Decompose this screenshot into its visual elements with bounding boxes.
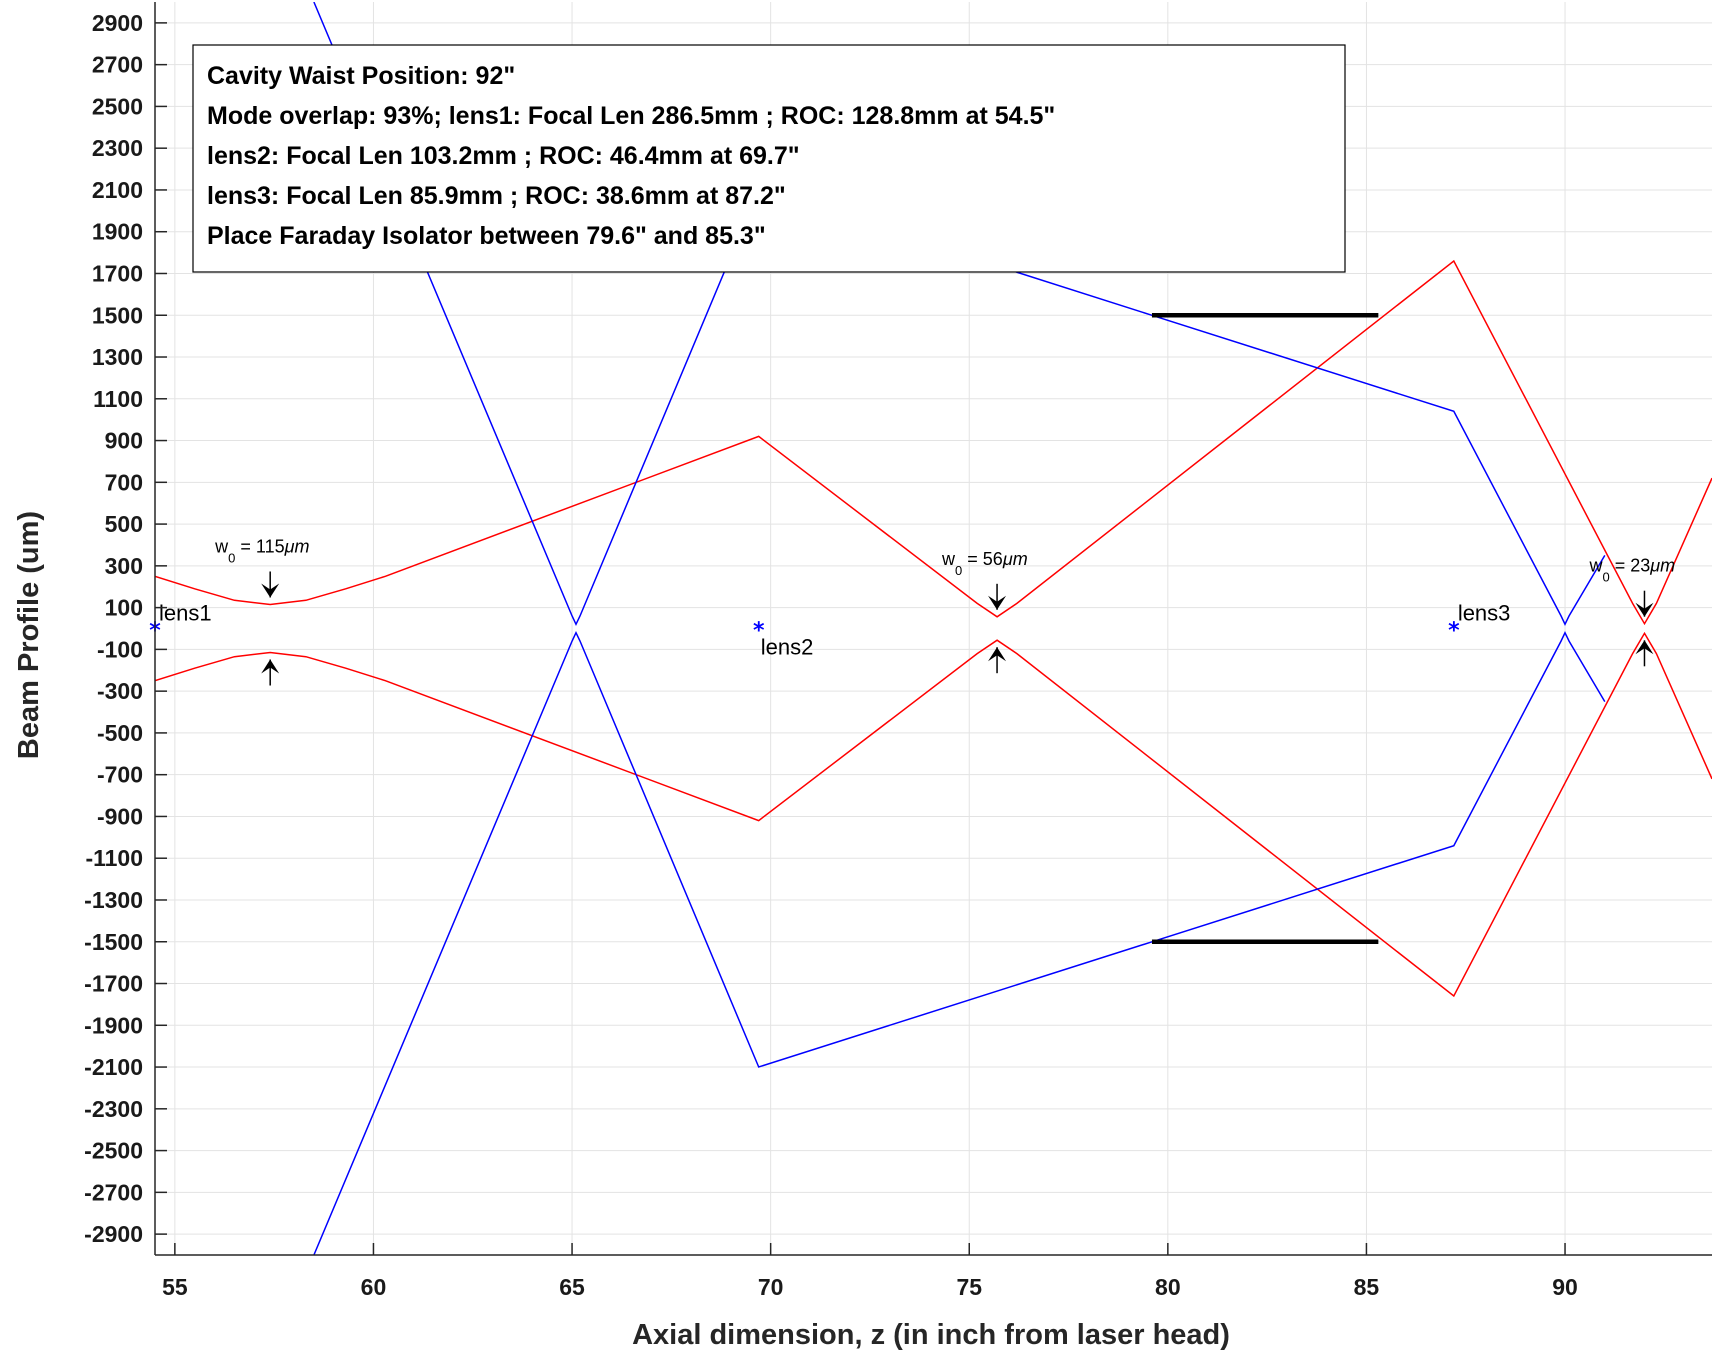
y-tick-label: 1900 (92, 219, 143, 245)
waist-annotation: w0 = 56μm (941, 549, 1028, 674)
y-tick-label: -1500 (84, 929, 143, 955)
y-tick-label: 1100 (93, 386, 143, 412)
waist-label: w0 = 115μm (214, 536, 309, 565)
annotation-line: Mode overlap: 93%; lens1: Focal Len 286.… (207, 102, 1055, 130)
annotation-line: Cavity Waist Position: 92" (207, 62, 515, 90)
y-tick-label: -900 (97, 803, 143, 829)
y-tick-label: 1300 (92, 344, 143, 370)
x-tick-label: 80 (1155, 1274, 1181, 1300)
x-tick-label: 65 (559, 1274, 585, 1300)
y-tick-label: -2900 (84, 1221, 143, 1247)
x-axis-label: Axial dimension, z (in inch from laser h… (632, 1319, 1230, 1351)
y-axis-label: Beam Profile (um) (13, 511, 45, 759)
y-tick-label: 2300 (92, 135, 143, 161)
waist-label: w0 = 56μm (941, 549, 1028, 578)
x-tick-label: 85 (1354, 1274, 1380, 1300)
annotation-box-frame (192, 44, 1346, 273)
lens-marker: *lens2 (753, 619, 813, 660)
x-tick-label: 70 (758, 1274, 784, 1300)
y-tick-label: 2900 (92, 10, 143, 36)
arrow-head (988, 595, 1007, 610)
waist-annotation: w0 = 23μm (1588, 556, 1675, 667)
lens-label: lens1 (159, 601, 212, 626)
series-0-lower (155, 631, 1712, 998)
asterisk-icon: * (1448, 619, 1460, 644)
x-tick-label: 90 (1552, 1274, 1578, 1300)
y-tick-label: 500 (105, 511, 143, 537)
y-tick-label: 1700 (92, 260, 143, 286)
y-tick-label: -300 (97, 678, 143, 704)
y-tick-label: -2300 (84, 1096, 143, 1122)
annotation-line: lens2: Focal Len 103.2mm ; ROC: 46.4mm a… (207, 142, 800, 170)
lens-marker: *lens1 (149, 601, 211, 644)
y-tick-label: 2100 (92, 177, 143, 203)
y-tick-label: -700 (97, 762, 143, 788)
isolator-bars (1151, 313, 1379, 944)
arrow-head (1635, 640, 1654, 655)
arrow-head (988, 647, 1007, 662)
y-tick-label: -1300 (84, 887, 143, 913)
y-tick-label: 700 (105, 469, 143, 495)
x-tick-label: 55 (162, 1274, 188, 1300)
y-tick-label: 2700 (92, 52, 143, 78)
y-tick-label: -100 (97, 636, 143, 662)
annotation-box: Cavity Waist Position: 92" Mode overlap: … (192, 44, 1346, 273)
y-tick-label: 2500 (92, 93, 143, 119)
lens-label: lens2 (761, 635, 814, 660)
y-tick-label: 300 (105, 553, 143, 579)
lens-marker: *lens3 (1448, 601, 1510, 644)
y-tick-label: -2500 (84, 1138, 143, 1164)
y-tick-label: -1700 (84, 971, 143, 997)
waist-label: w0 = 23μm (1588, 556, 1675, 585)
axes: 55 60 65 70 75 80 85 90 2900 2700 2500 2300 2100 1900… (84, 2, 1712, 1300)
y-tick-label: -2100 (84, 1054, 143, 1080)
annotation-line: Place Faraday Isolator between 79.6" and… (207, 222, 766, 250)
x-tick-label: 75 (956, 1274, 982, 1300)
arrow-head (1635, 602, 1654, 617)
y-tick-label: -1100 (85, 845, 143, 871)
y-tick-label: -500 (97, 720, 143, 746)
annotation-line: lens3: Focal Len 85.9mm ; ROC: 38.6mm at… (207, 182, 786, 210)
y-tick-label: -1900 (84, 1012, 143, 1038)
waist-annotation: w0 = 115μm (214, 536, 310, 686)
arrow-head (261, 583, 280, 598)
y-tick-label: 100 (105, 595, 143, 621)
x-tick-label: 60 (361, 1274, 387, 1300)
y-tick-label: 1500 (92, 302, 143, 328)
series-0-upper (155, 259, 1712, 626)
arrow-head (261, 659, 280, 674)
asterisk-icon: * (753, 619, 765, 644)
y-tick-label: 900 (105, 428, 143, 454)
lens-label: lens3 (1458, 601, 1511, 626)
y-tick-label: -2700 (84, 1179, 143, 1205)
